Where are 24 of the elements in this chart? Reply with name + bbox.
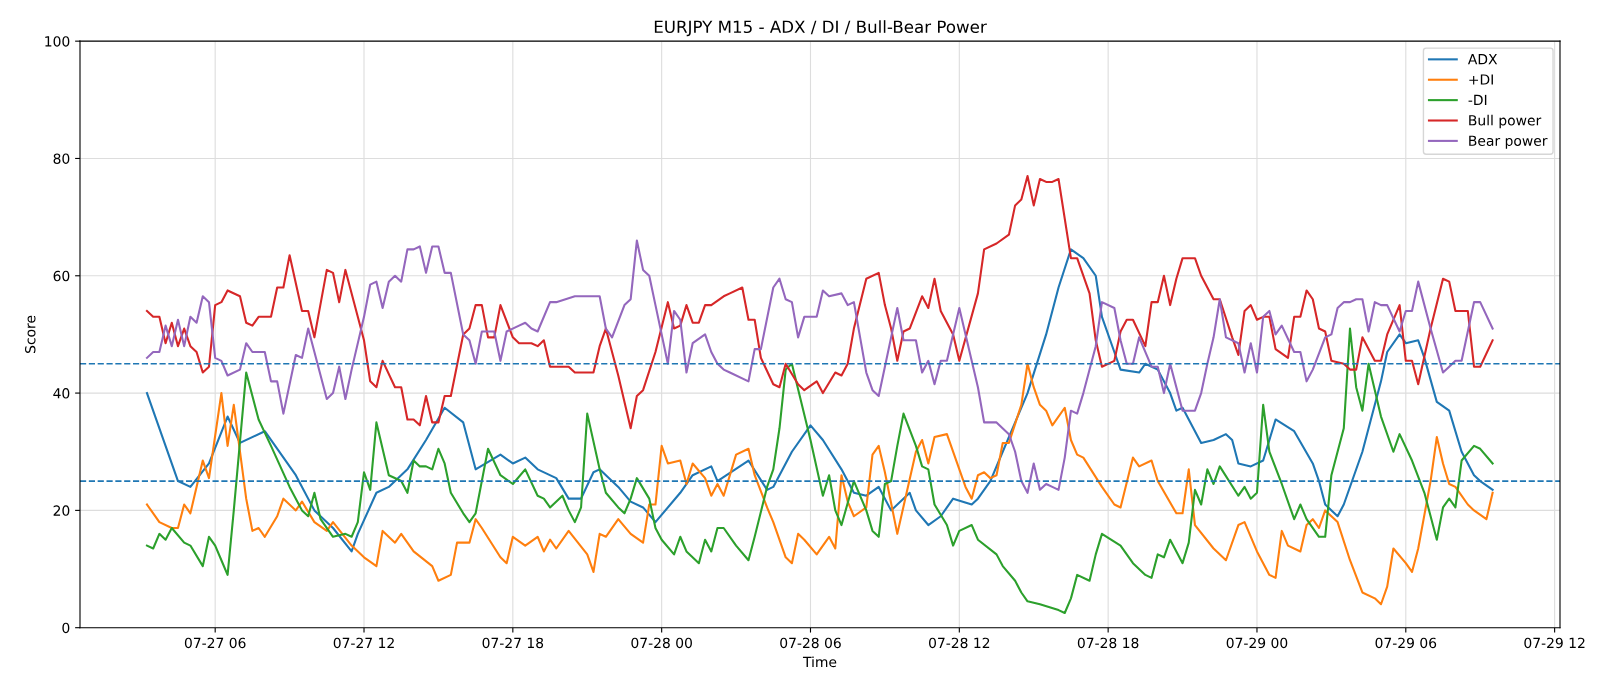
y-axis-title: Score xyxy=(25,315,36,353)
legend-label: Bear power xyxy=(1469,135,1548,149)
x-tick-label: 07-27 12 xyxy=(333,637,394,649)
y-tick-label: 80 xyxy=(53,153,70,164)
x-tick-label: 07-28 12 xyxy=(929,637,990,649)
y-tick-label: 60 xyxy=(53,270,70,282)
x-tick-label: 07-28 18 xyxy=(1077,637,1139,649)
y-tick-label: 40 xyxy=(53,388,70,399)
x-tick-label: 07-28 00 xyxy=(631,637,692,649)
legend-label: -DI xyxy=(1468,94,1487,105)
y-tick-label: 100 xyxy=(45,36,70,47)
x-tick-label: 07-29 00 xyxy=(1226,637,1288,649)
x-tick-label: 07-27 06 xyxy=(184,637,246,649)
x-tick-label: 07-28 06 xyxy=(780,637,841,649)
y-tick-label: 20 xyxy=(53,505,70,516)
x-tick-label: 07-29 12 xyxy=(1524,637,1585,649)
x-tick-label: 07-29 06 xyxy=(1375,637,1437,649)
legend-label: +DI xyxy=(1469,74,1493,85)
chart-title: EURJPY M15 - ADX / DI / Bull-Bear Power xyxy=(654,20,987,37)
legend-label: Bull power xyxy=(1469,114,1542,129)
x-tick-label: 07-27 18 xyxy=(482,637,544,649)
x-axis-title: Time xyxy=(802,656,837,668)
y-tick-label: 0 xyxy=(62,622,70,634)
legend-label: ADX xyxy=(1467,54,1498,65)
